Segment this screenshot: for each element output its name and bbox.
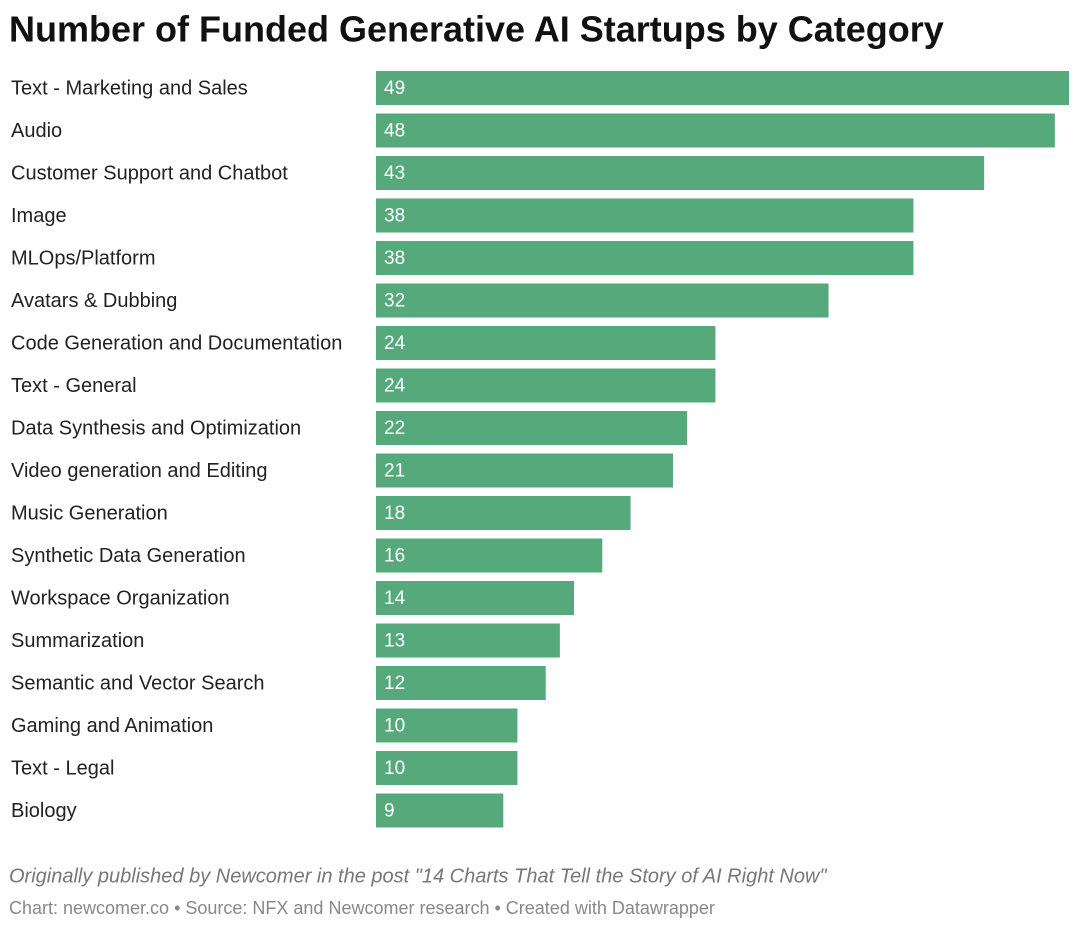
value-label: 22: [384, 418, 405, 439]
category-label: Text - Marketing and Sales: [11, 77, 248, 99]
category-label: Biology: [11, 800, 77, 822]
bar: [376, 623, 560, 658]
bar: [376, 198, 914, 233]
bar: [376, 793, 504, 828]
value-label: 38: [384, 248, 405, 269]
bar: [376, 538, 603, 573]
category-label: Audio: [11, 120, 62, 142]
bar: [376, 241, 914, 275]
category-label: Semantic and Vector Search: [11, 672, 264, 694]
value-label: 12: [384, 673, 405, 694]
category-label: Code Generation and Documentation: [11, 332, 342, 354]
value-label: 24: [384, 376, 406, 397]
bar: [376, 708, 518, 743]
bar: [376, 113, 1055, 148]
bar: [376, 156, 985, 190]
value-label: 32: [384, 291, 405, 312]
chart-note: Originally published by Newcomer in the …: [9, 865, 827, 887]
bar: [376, 368, 716, 403]
value-label: 43: [384, 163, 405, 184]
category-label: Workspace Organization: [11, 587, 230, 609]
category-label: Video generation and Editing: [11, 460, 268, 482]
value-label: 18: [384, 503, 405, 524]
bar: [376, 453, 673, 488]
category-label: Music Generation: [11, 502, 168, 524]
category-label: Text - Legal: [11, 757, 114, 779]
bar: [376, 71, 1069, 105]
value-label: 24: [384, 333, 406, 354]
category-label: Data Synthesis and Optimization: [11, 417, 301, 439]
category-label: Synthetic Data Generation: [11, 545, 246, 567]
category-label: Gaming and Animation: [11, 715, 213, 737]
category-label: Image: [11, 205, 67, 227]
bar: [376, 751, 518, 785]
bar: [376, 283, 829, 318]
bar: [376, 666, 546, 700]
value-label: 49: [384, 78, 405, 99]
value-label: 14: [384, 588, 406, 609]
category-label: Summarization: [11, 630, 144, 652]
value-label: 10: [384, 716, 405, 737]
value-label: 10: [384, 758, 405, 779]
chart-credits: Chart: newcomer.co • Source: NFX and New…: [9, 898, 715, 918]
value-label: 38: [384, 206, 405, 227]
category-label: Customer Support and Chatbot: [11, 162, 288, 184]
value-label: 16: [384, 546, 405, 567]
category-label: Text - General: [11, 375, 137, 397]
bar: [376, 581, 574, 615]
category-label: Avatars & Dubbing: [11, 290, 177, 312]
bar: [376, 496, 631, 530]
chart-title: Number of Funded Generative AI Startups …: [9, 9, 944, 50]
value-label: 48: [384, 121, 405, 142]
value-label: 21: [384, 461, 405, 482]
value-label: 13: [384, 631, 405, 652]
bar: [376, 326, 716, 360]
category-label: MLOps/Platform: [11, 247, 155, 269]
value-label: 9: [384, 801, 395, 822]
bar: [376, 411, 688, 445]
